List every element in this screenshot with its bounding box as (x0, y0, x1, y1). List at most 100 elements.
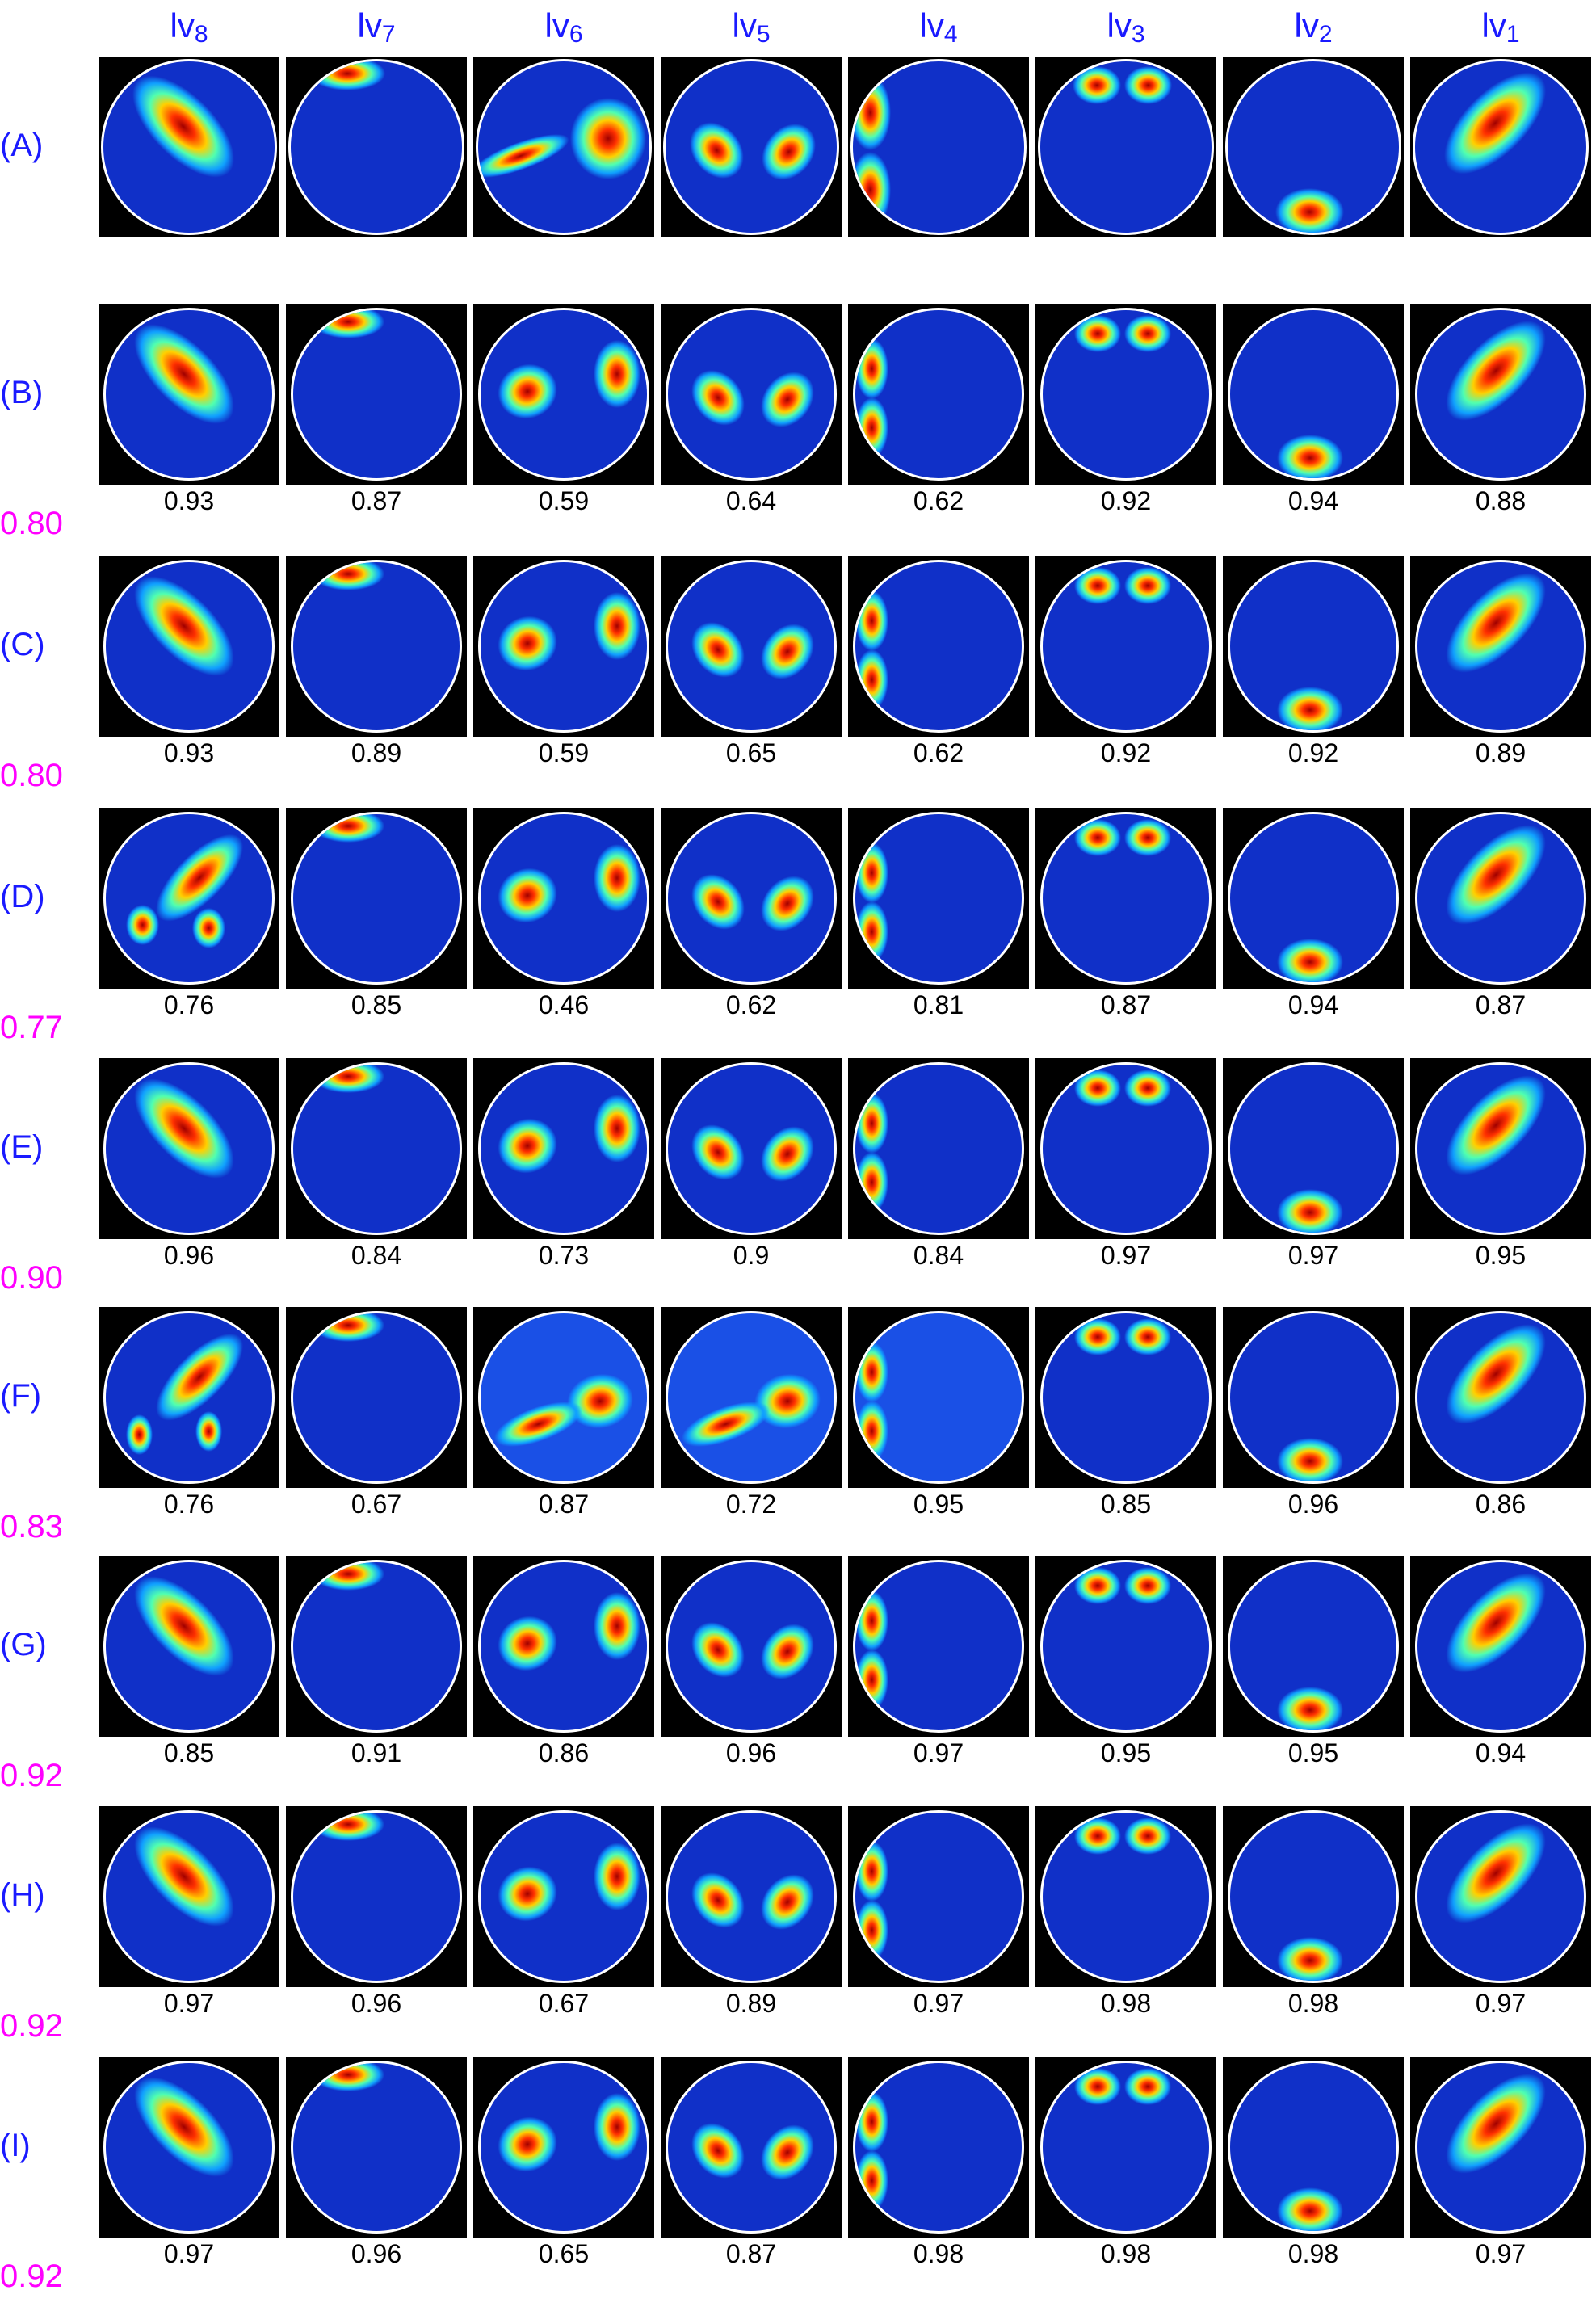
image-panel (286, 1307, 467, 1488)
density-disk (288, 59, 464, 235)
density-spot (489, 355, 565, 427)
density-spot (750, 361, 825, 438)
density-spot (117, 310, 250, 441)
density-disk (478, 1062, 649, 1235)
density-disk (1415, 1311, 1586, 1484)
density-spot (192, 908, 226, 949)
image-panel (99, 1307, 279, 1488)
density-disk (666, 308, 837, 481)
density-spot (311, 562, 385, 591)
density-spot (1276, 686, 1344, 730)
density-spot (489, 1109, 565, 1181)
density-spot (117, 1813, 250, 1944)
density-spot (855, 1650, 889, 1711)
image-panel (848, 1806, 1029, 1987)
image-panel (1223, 1806, 1404, 1987)
panel-score: 0.62 (725, 990, 777, 1019)
image-panel (99, 1556, 279, 1737)
density-disk (1040, 1062, 1212, 1235)
column-header-subscript: 5 (756, 21, 771, 48)
density-spot (1074, 1070, 1121, 1107)
density-spot (855, 1591, 889, 1652)
image-panel (1035, 1058, 1216, 1239)
panel-score: 0.92 (1100, 486, 1152, 515)
density-disk (853, 1311, 1024, 1484)
image-panel (286, 57, 467, 237)
density-spot (594, 1592, 640, 1660)
density-disk (1228, 1062, 1399, 1235)
density-spot (1074, 819, 1121, 856)
density-spot (1429, 310, 1562, 437)
density-spot (117, 2063, 250, 2194)
image-panel (1410, 1307, 1591, 1488)
panel-score: 0.87 (1100, 990, 1152, 1019)
density-disk (103, 1810, 275, 1983)
image-panel (473, 1556, 654, 1737)
density-disk (1038, 59, 1214, 235)
density-disk (1040, 1311, 1212, 1484)
panel-score: 0.85 (351, 990, 402, 1019)
density-spot (1074, 567, 1121, 604)
image-panel (1035, 1556, 1216, 1737)
density-spot (1124, 1070, 1171, 1107)
density-disk (291, 2061, 462, 2234)
panel-score: 0.9 (733, 1241, 770, 1270)
density-disk (103, 560, 275, 733)
panel-score: 0.97 (163, 1989, 215, 2018)
density-spot (1073, 66, 1121, 104)
image-panel (473, 1058, 654, 1239)
density-spot (855, 2150, 889, 2212)
image-panel (1035, 304, 1216, 485)
column-header: lv8 (141, 6, 237, 48)
panel-score: 0.89 (725, 1989, 777, 2018)
panel-score: 0.97 (913, 1989, 964, 2018)
density-disk (1415, 2061, 1586, 2234)
density-spot (855, 338, 889, 400)
image-panel (286, 1806, 467, 1987)
column-header-subscript: 2 (1318, 21, 1333, 48)
density-disk (101, 59, 277, 235)
density-disk (1228, 1560, 1399, 1733)
density-spot (1074, 1318, 1121, 1355)
image-panel (1035, 808, 1216, 989)
density-spot (594, 1843, 640, 1910)
density-spot (1276, 938, 1344, 982)
density-spot (1124, 2068, 1171, 2105)
panel-score: 0.92 (1287, 738, 1339, 767)
density-spot (680, 2112, 755, 2189)
image-panel (99, 1806, 279, 1987)
density-spot (489, 607, 565, 679)
panel-score: 0.89 (351, 738, 402, 767)
density-spot (750, 113, 827, 191)
image-panel (286, 2057, 467, 2238)
column-header-base: lv (919, 6, 944, 44)
panel-score: 0.84 (913, 1241, 964, 1270)
density-spot (680, 359, 755, 436)
density-disk (478, 560, 649, 733)
panel-score: 0.94 (1287, 990, 1339, 1019)
density-spot (678, 111, 755, 190)
row-average: 0.92 (0, 1758, 63, 1793)
row-label: (B) (0, 375, 44, 410)
density-spot (750, 1116, 825, 1192)
image-panel (661, 808, 842, 989)
density-spot (1429, 1562, 1562, 1689)
column-header-base: lv (357, 6, 382, 44)
density-disk (478, 1311, 649, 1484)
density-spot (1124, 1818, 1171, 1855)
panel-score: 0.96 (725, 1738, 777, 1767)
panel-score: 0.98 (1100, 2239, 1152, 2268)
density-disk (291, 560, 462, 733)
row-average: 0.92 (0, 2259, 63, 2294)
column-header-base: lv (1294, 6, 1319, 44)
column-header: lv2 (1265, 6, 1362, 48)
panel-score: 0.64 (725, 486, 777, 515)
image-panel (99, 57, 279, 237)
panel-score: 0.95 (1475, 1241, 1527, 1270)
density-spot (855, 843, 889, 904)
density-disk (1228, 1311, 1399, 1484)
image-panel (848, 1556, 1029, 1737)
density-spot (1124, 567, 1171, 604)
image-panel (1035, 57, 1216, 237)
image-panel (473, 556, 654, 737)
